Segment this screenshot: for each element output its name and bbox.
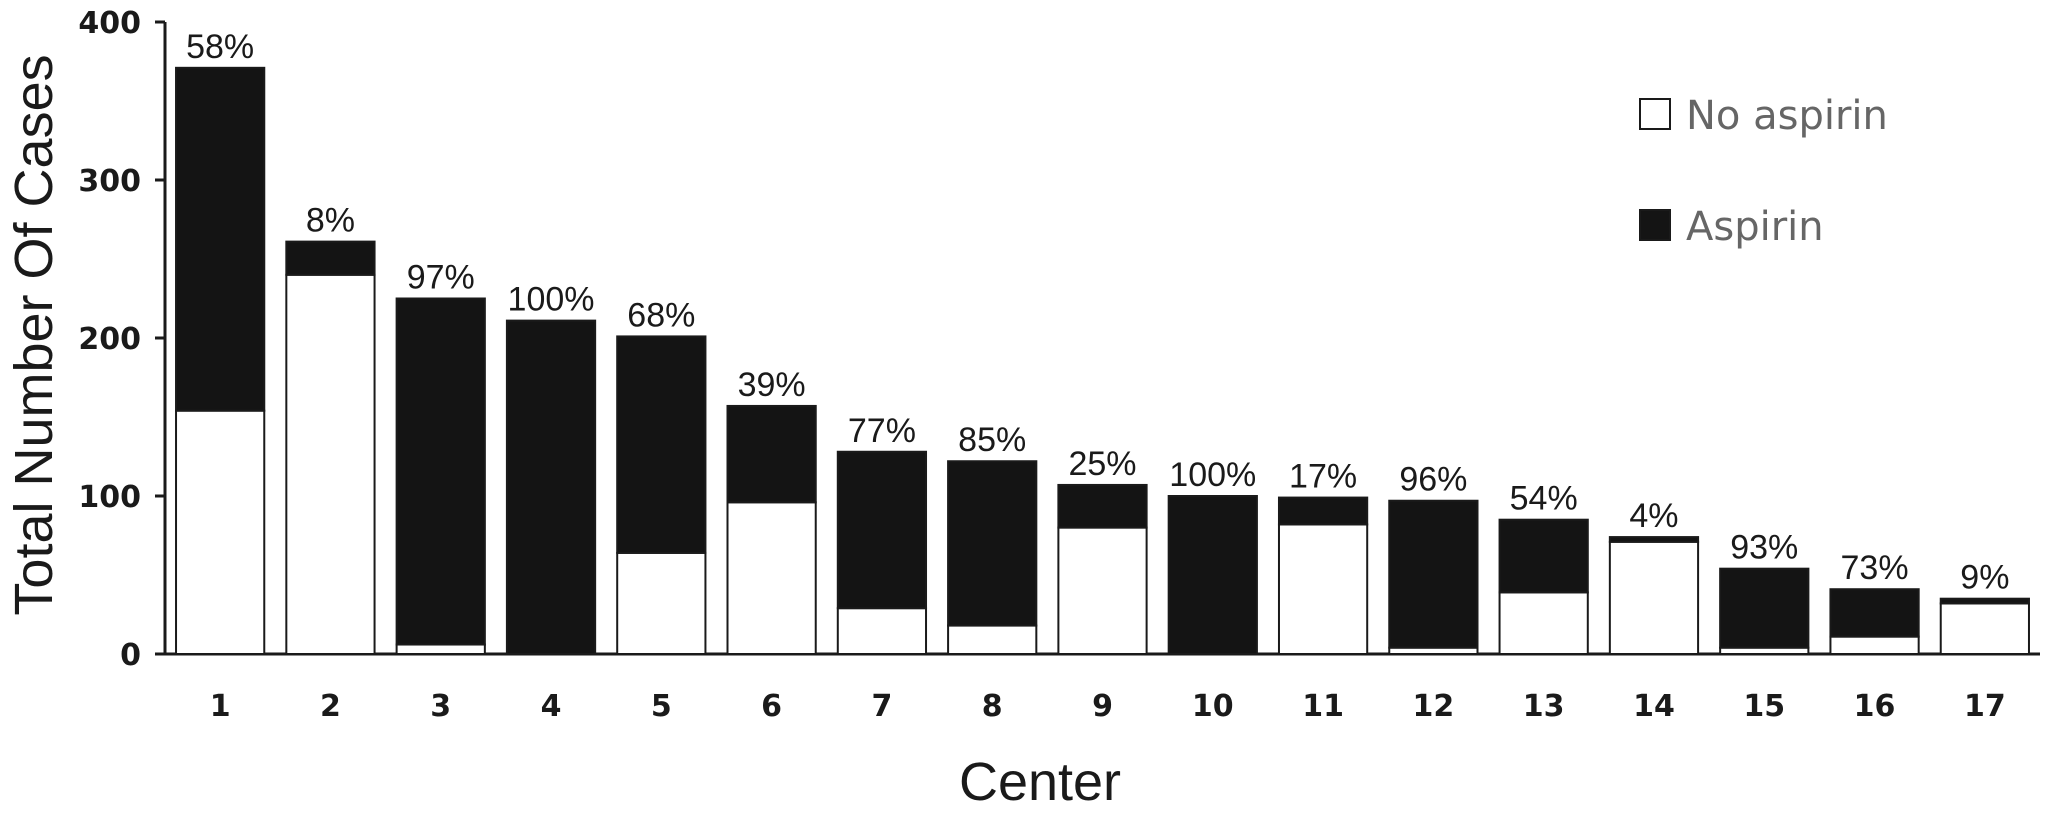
bar-aspirin: [1829, 588, 1920, 638]
legend: No aspirin Aspirin: [1639, 93, 1888, 250]
bar-aspirin: [1608, 536, 1700, 543]
x-axis: 1 2 3 4 5 6 7 8 9 10 11 12 13 14 15 16 17: [165, 652, 2040, 724]
x-tick-label: 10: [1192, 689, 1234, 724]
legend-swatch-no-aspirin: [1639, 98, 1671, 130]
x-tick-label: 13: [1523, 689, 1565, 724]
x-tick-label: 17: [1964, 689, 2006, 724]
bar-no-aspirin: [1608, 540, 1700, 656]
x-tick-label: 5: [651, 689, 672, 724]
bar-aspirin: [726, 404, 817, 504]
bar-aspirin: [1167, 495, 1258, 655]
bar-percent-label: 85%: [958, 421, 1026, 459]
bar-percent-label: 58%: [186, 28, 254, 66]
y-axis-title: Total Number Of Cases: [4, 54, 64, 615]
legend-swatch-aspirin: [1639, 209, 1671, 241]
x-tick-label: 2: [320, 689, 341, 724]
y-tick-label: 0: [120, 638, 141, 673]
x-tick-label: 6: [761, 689, 782, 724]
x-tick-label: 7: [871, 689, 892, 724]
bar-percent-label: 100%: [1169, 456, 1256, 494]
bar-aspirin: [395, 297, 486, 646]
x-tick-label: 16: [1854, 689, 1896, 724]
x-axis-title: Center: [959, 752, 1121, 812]
bar-aspirin: [175, 66, 266, 412]
y-tick-label: 400: [78, 6, 141, 41]
bar-no-aspirin: [175, 409, 266, 655]
x-tick-label: 1: [210, 689, 231, 724]
bar-aspirin: [1388, 499, 1479, 649]
bar-no-aspirin: [1498, 591, 1589, 656]
bar-no-aspirin: [285, 273, 376, 655]
bar-percent-label: 68%: [627, 296, 695, 334]
bar-percent-label: 4%: [1629, 497, 1678, 535]
bar-no-aspirin: [616, 551, 707, 656]
bar-no-aspirin: [1277, 523, 1369, 655]
bar-aspirin: [836, 450, 928, 610]
bar-aspirin: [616, 335, 707, 554]
y-axis: 0 100 200 300 400: [78, 6, 167, 673]
bar-percent-label: 8%: [306, 202, 355, 240]
x-tick-label: 4: [541, 689, 562, 724]
x-tick-label: 3: [430, 689, 451, 724]
bar-aspirin: [285, 240, 376, 276]
x-tick-label: 14: [1633, 689, 1675, 724]
bar-percent-label: 97%: [407, 259, 475, 297]
bar-aspirin: [947, 460, 1038, 627]
bar-no-aspirin: [1057, 526, 1148, 655]
legend-label-aspirin: Aspirin: [1686, 204, 1824, 250]
y-tick-label: 300: [78, 164, 141, 199]
y-tick-label: 200: [78, 322, 141, 357]
bar-no-aspirin: [836, 607, 928, 655]
bar-aspirin: [505, 319, 597, 655]
bar-aspirin: [1498, 518, 1589, 594]
bar-no-aspirin: [947, 624, 1038, 655]
bar-aspirin: [1277, 496, 1369, 526]
bar-no-aspirin: [1939, 602, 2030, 656]
bar-percent-label: 9%: [1960, 559, 2009, 597]
data-labels: 58% 8% 97% 100% 68% 39% 77% 85% 25% 100% 17% 96% 54%…: [186, 28, 2009, 597]
bar-aspirin: [1719, 567, 1810, 649]
bar-aspirin: [1057, 483, 1148, 529]
bar-no-aspirin: [395, 643, 486, 656]
bar-percent-label: 100%: [508, 281, 595, 319]
bar-aspirin: [1939, 597, 2030, 605]
bar-percent-label: 17%: [1289, 458, 1357, 496]
bar-percent-label: 39%: [738, 366, 806, 404]
legend-label-no-aspirin: No aspirin: [1686, 93, 1888, 139]
x-tick-label: 15: [1743, 689, 1785, 724]
bar-percent-label: 93%: [1730, 529, 1798, 567]
bars: [175, 66, 2030, 656]
bar-no-aspirin: [726, 501, 817, 655]
x-tick-label: 8: [982, 689, 1003, 724]
bar-percent-label: 73%: [1841, 549, 1909, 587]
bar-percent-label: 25%: [1068, 445, 1136, 483]
y-tick-label: 100: [78, 480, 141, 515]
bar-percent-label: 54%: [1510, 480, 1578, 518]
x-tick-label: 11: [1302, 689, 1344, 724]
bar-no-aspirin: [1829, 635, 1920, 655]
bar-percent-label: 96%: [1399, 461, 1467, 499]
bar-percent-label: 77%: [848, 412, 916, 450]
x-tick-label: 9: [1092, 689, 1113, 724]
x-tick-label: 12: [1413, 689, 1455, 724]
